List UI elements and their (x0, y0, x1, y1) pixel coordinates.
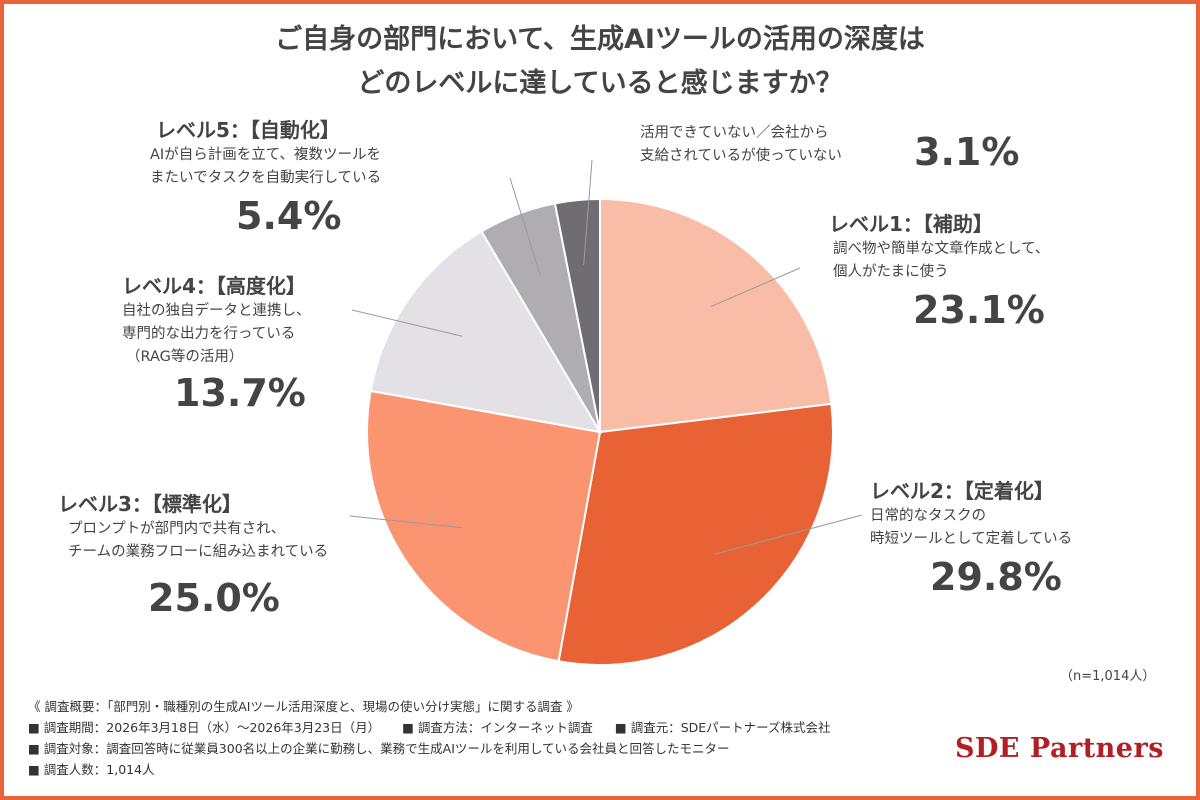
label-level-1-percent: 23.1% (913, 288, 1045, 332)
label-not-used-desc-2: 支給されているが使っていない (640, 148, 842, 164)
leader-line-level-1 (711, 267, 801, 307)
title-line-2: どのレベルに達していると感じますか？ (357, 68, 843, 99)
label-level-4-percent: 13.7% (174, 371, 306, 415)
label-level-1-head: レベル1：【補助】 (829, 212, 993, 236)
pie-slice-not-used (553, 197, 601, 433)
label-not-used: 活用できていない／会社から 支給されているが使っていない (640, 122, 842, 168)
footer-row-2: ■ 調査期間：2026年3月18日（水）〜2026年3月23日（月） ■ 調査方法… (28, 717, 928, 738)
footer-method: ■ 調査方法：インターネット調査 (402, 720, 593, 735)
label-level-3: レベル3：【標準化】 プロンプトが部門内で共有され、 チームの業務フローに組み込… (58, 490, 328, 620)
label-not-used-percent: 3.1% (914, 130, 1020, 174)
label-level-3-head: レベル3：【標準化】 (58, 492, 242, 516)
footer-period: ■ 調査期間：2026年3月18日（水）〜2026年3月23日（月） (28, 720, 381, 735)
label-level-2-percent: 29.8% (930, 555, 1062, 599)
label-level-5: レベル5：【自動化】 AIが自ら計画を立て、複数ツールを またいでタスクを自動実… (150, 116, 381, 238)
label-level-5-head: レベル5：【自動化】 (156, 118, 340, 142)
brand-logo: SDE Partners (955, 733, 1164, 764)
leader-line-level-4 (351, 309, 463, 337)
leader-line-not-used (583, 159, 593, 266)
pie-slice-level-2 (557, 402, 834, 666)
sample-size-note: （n=1,014人） (1060, 669, 1156, 684)
label-level-1: レベル1：【補助】 調べ物や簡単な文章作成として、 個人がたまに使う 23.1% (815, 210, 1049, 332)
label-level-1-desc-1: 調べ物や簡単な文章作成として、 (833, 241, 1050, 257)
label-level-4-desc-2: 専門的な出力を行っている (122, 326, 296, 342)
label-level-2-desc-2: 時短ツールとして定着している (870, 531, 1073, 547)
chart-title: ご自身の部門において、生成AIツールの活用の深度は どのレベルに達していると感じ… (0, 18, 1200, 106)
title-line-1: ご自身の部門において、生成AIツールの活用の深度は (275, 24, 925, 55)
leader-line-level-5 (509, 177, 541, 276)
label-level-4-desc-3: （RAG等の活用） (126, 349, 244, 365)
footer-target: ■ 調査対象：調査回答時に従業員300名以上の企業に勤務し、業務で生成AIツール… (28, 741, 730, 756)
label-level-2-desc-1: 日常的なタスクの (870, 508, 986, 524)
label-level-3-desc-1: プロンプトが部門内で共有され、 (68, 521, 286, 537)
label-level-5-desc-2: またいでタスクを自動実行している (150, 170, 382, 186)
footer-source: ■ 調査元：SDEパートナーズ株式会社 (614, 720, 831, 735)
label-level-5-percent: 5.4% (236, 194, 342, 238)
pie-slice-level-3 (366, 389, 602, 663)
label-level-2: レベル2：【定着化】 日常的なタスクの 時短ツールとして定着している 29.8% (862, 477, 1072, 599)
label-level-3-desc-2: チームの業務フローに組み込まれている (68, 544, 329, 560)
label-level-1-desc-2: 個人がたまに使う (833, 264, 949, 280)
label-level-5-desc-1: AIが自ら計画を立て、複数ツールを (150, 147, 381, 163)
footer-count: ■ 調査人数：1,014人 (28, 762, 155, 777)
pie-slice-level-4 (369, 230, 602, 434)
label-level-2-head: レベル2：【定着化】 (870, 479, 1054, 503)
label-not-used-desc-1: 活用できていない／会社から (640, 125, 829, 141)
footer-summary: 《 調査概要：「部門別・職種別の生成AIツール活用深度と、現場の使い分け実態」に… (28, 699, 579, 714)
label-level-3-percent: 25.0% (148, 576, 280, 620)
label-level-4-desc-1: 自社の独自データと連携し、 (122, 303, 311, 319)
pie-slice-level-1 (599, 197, 833, 434)
label-level-4-head: レベル4：【高度化】 (122, 274, 306, 298)
leader-line-level-2 (715, 514, 863, 555)
survey-footer: 《 調査概要：「部門別・職種別の生成AIツール活用深度と、現場の使い分け実態」に… (28, 696, 928, 780)
label-level-4: レベル4：【高度化】 自社の独自データと連携し、 専門的な出力を行っている （R… (122, 272, 311, 415)
leader-line-level-3 (349, 515, 463, 529)
